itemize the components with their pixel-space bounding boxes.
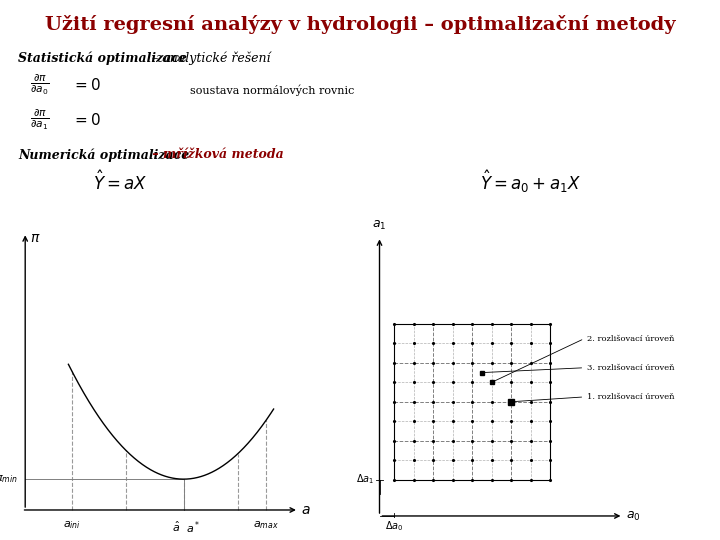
Text: $\frac{\partial \pi}{\partial a_1}$: $\frac{\partial \pi}{\partial a_1}$ [30,107,49,132]
Text: $a_{max}$: $a_{max}$ [253,519,279,531]
Text: – mřížková metoda: – mřížková metoda [148,148,284,161]
Text: soustava normálových rovnic: soustava normálových rovnic [190,84,354,96]
Text: $\hat{a}$: $\hat{a}$ [172,519,181,534]
Text: $\pi_{min}$: $\pi_{min}$ [0,473,18,485]
Text: 1. rozlišovací úroveň: 1. rozlišovací úroveň [587,393,675,401]
Text: $a_{ini}$: $a_{ini}$ [63,519,81,531]
Text: $\hat{Y} = aX$: $\hat{Y} = aX$ [93,170,147,194]
Text: 2. rozlišovací úroveň: 2. rozlišovací úroveň [587,335,674,342]
Text: Statistická optimalizace: Statistická optimalizace [18,51,187,65]
Text: 3. rozlišovací úroveň: 3. rozlišovací úroveň [587,364,675,372]
Text: $\hat{Y} = a_0 + a_1 X$: $\hat{Y} = a_0 + a_1 X$ [480,168,580,195]
Text: $a_0$: $a_0$ [626,509,641,523]
Text: $= 0$: $= 0$ [72,77,102,93]
Text: – analytické řešení: – analytické řešení [148,51,271,65]
Text: $a_1$: $a_1$ [372,219,387,232]
Text: $\Delta a_0$: $\Delta a_0$ [385,519,403,533]
Text: $\frac{\partial \pi}{\partial a_0}$: $\frac{\partial \pi}{\partial a_0}$ [30,73,49,97]
Text: $\pi$: $\pi$ [30,231,41,245]
Text: $= 0$: $= 0$ [72,112,102,128]
Text: $a$: $a$ [301,503,310,517]
Text: $a^*$: $a^*$ [186,519,200,536]
Text: $\Delta a_1$: $\Delta a_1$ [356,472,374,487]
Text: Numerická optimalizace: Numerická optimalizace [18,148,189,162]
Text: Užití regresní analýzy v hydrologii – optimalizační metody: Užití regresní analýzy v hydrologii – op… [45,16,675,35]
